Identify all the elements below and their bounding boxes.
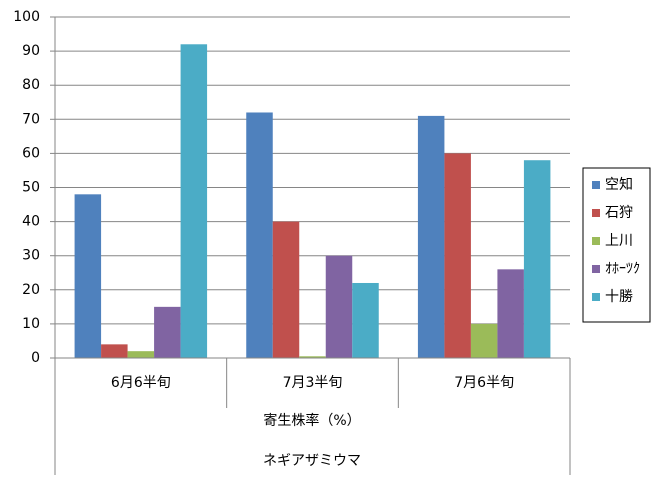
bar [272, 221, 300, 358]
legend-label: ｵﾎｰﾂｸ [605, 261, 640, 277]
y-tick-label: 40 [22, 214, 40, 230]
y-tick-label: 80 [22, 77, 40, 93]
bar [352, 282, 379, 358]
bar [444, 153, 471, 358]
bar [523, 160, 551, 358]
legend-swatch [592, 181, 600, 189]
legend-swatch [592, 265, 600, 273]
legend-swatch [592, 209, 600, 217]
legend-label: 上川 [605, 233, 633, 249]
y-tick-label: 0 [31, 350, 40, 366]
bar [101, 344, 128, 358]
bar [497, 269, 524, 358]
y-tick-label: 60 [22, 145, 40, 161]
bar [154, 306, 181, 358]
bar [299, 356, 326, 358]
bar [246, 112, 273, 358]
y-tick-label: 10 [22, 316, 40, 332]
bar [417, 115, 445, 358]
legend-swatch [592, 293, 600, 301]
y-tick-label: 100 [13, 9, 40, 25]
y-tick-label: 20 [22, 282, 40, 298]
y-tick-label: 30 [22, 248, 40, 264]
legend-label: 石狩 [605, 205, 633, 221]
bar [325, 255, 353, 358]
bar [74, 194, 102, 358]
x-tick-label: 6月6半旬 [111, 375, 171, 391]
x-axis-label: 寄生株率（%） [263, 412, 360, 429]
legend-label: 十勝 [605, 289, 633, 305]
x-tick-label: 7月3半旬 [283, 375, 343, 391]
group-label: ネギアザミウマ [263, 453, 361, 469]
legend-label: 空知 [605, 176, 633, 193]
x-tick-label: 7月6半旬 [454, 375, 514, 391]
bar [180, 44, 208, 358]
legend-swatch [592, 237, 600, 245]
y-tick-label: 50 [22, 180, 40, 196]
bar [470, 323, 498, 358]
y-tick-label: 70 [22, 111, 40, 127]
y-tick-label: 90 [22, 43, 40, 59]
bar [127, 351, 155, 358]
